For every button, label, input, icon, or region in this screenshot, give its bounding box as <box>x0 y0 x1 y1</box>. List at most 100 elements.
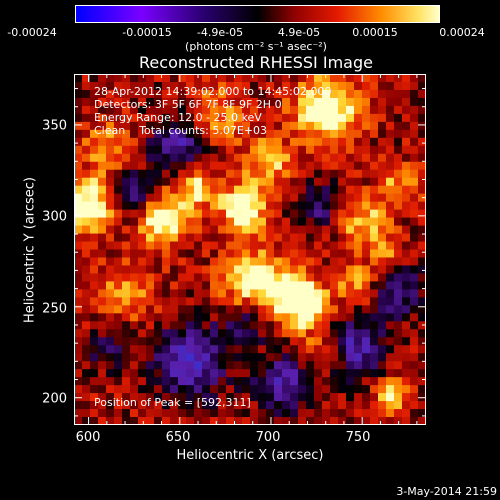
heatmap-cell <box>130 105 139 115</box>
heatmap-cell <box>170 185 179 195</box>
heatmap-cell <box>378 81 387 91</box>
heatmap-cell <box>418 313 426 322</box>
heatmap-cell <box>130 313 139 322</box>
heatmap-cell <box>194 257 203 267</box>
heatmap-cell <box>106 377 115 386</box>
heatmap-cell <box>122 313 131 322</box>
heatmap-cell <box>402 321 411 330</box>
heatmap-cell <box>226 417 235 425</box>
heatmap-cell <box>346 97 355 107</box>
heatmap-cell <box>210 257 219 267</box>
heatmap-cell <box>218 153 227 163</box>
heatmap-cell <box>258 145 267 155</box>
heatmap-cell <box>138 193 147 203</box>
heatmap-cell <box>386 265 395 275</box>
heatmap-cell <box>146 337 155 346</box>
heatmap-cell <box>82 281 91 290</box>
heatmap-cell <box>338 153 347 163</box>
heatmap-cell <box>378 97 387 107</box>
heatmap-cell <box>362 225 371 235</box>
heatmap-cell <box>98 281 107 290</box>
heatmap-cell <box>82 193 91 203</box>
heatmap-cell <box>258 273 267 283</box>
heatmap-cell <box>274 289 283 298</box>
heatmap-cell <box>146 89 155 99</box>
heatmap-cell <box>98 81 107 91</box>
heatmap-cell <box>346 353 355 362</box>
heatmap-cell <box>146 345 155 354</box>
heatmap-cell <box>362 185 371 195</box>
heatmap-cell <box>194 177 203 187</box>
heatmap-cell <box>386 185 395 195</box>
heatmap-cell <box>226 401 235 410</box>
heatmap-cell <box>298 169 307 179</box>
heatmap-cell <box>90 145 99 155</box>
heatmap-cell <box>114 401 123 410</box>
heatmap-cell <box>186 153 195 163</box>
heatmap-cell <box>306 113 315 123</box>
heatmap-cell <box>82 337 91 346</box>
heatmap-cell <box>346 209 355 219</box>
heatmap-cell <box>314 185 323 195</box>
heatmap-cell <box>122 217 131 227</box>
heatmap-cell <box>234 129 243 139</box>
heatmap-cell <box>98 409 107 418</box>
heatmap-cell <box>154 385 163 394</box>
heatmap-cell <box>402 89 411 99</box>
heatmap-cell <box>338 105 347 115</box>
heatmap-cell <box>106 337 115 346</box>
heatmap-cell <box>90 185 99 195</box>
heatmap-cell <box>226 233 235 243</box>
heatmap-cell <box>242 361 251 370</box>
heatmap-cell <box>154 169 163 179</box>
heatmap-cell <box>178 185 187 195</box>
heatmap-cell <box>178 345 187 354</box>
heatmap-cell <box>130 281 139 290</box>
heatmap-cell <box>290 129 299 139</box>
heatmap-cell <box>202 297 211 306</box>
heatmap-cell <box>378 401 387 410</box>
heatmap-cell <box>258 121 267 131</box>
heatmap-cell <box>274 169 283 179</box>
heatmap-cell <box>234 329 243 338</box>
heatmap-cell <box>378 361 387 370</box>
heatmap-cell <box>186 145 195 155</box>
heatmap-cell <box>98 369 107 378</box>
heatmap-cell <box>370 81 379 91</box>
heatmap-cell <box>202 401 211 410</box>
heatmap-cell <box>242 353 251 362</box>
heatmap-cell <box>154 249 163 259</box>
heatmap-cell <box>274 161 283 171</box>
heatmap-cell <box>394 385 403 394</box>
heatmap-cell <box>386 345 395 354</box>
heatmap-cell <box>226 81 235 91</box>
heatmap-cell <box>194 361 203 370</box>
heatmap-cell <box>362 129 371 139</box>
heatmap-cell <box>194 185 203 195</box>
heatmap-cell <box>354 329 363 338</box>
heatmap-cell <box>170 209 179 219</box>
heatmap-cell <box>202 281 211 290</box>
heatmap-cell <box>266 273 275 283</box>
heatmap-cell <box>242 393 251 402</box>
heatmap-cell <box>322 217 331 227</box>
colorbar-tick: -0.00015 <box>122 26 172 39</box>
heatmap-cell <box>322 361 331 370</box>
heatmap-cell <box>90 97 99 107</box>
heatmap-cell <box>186 273 195 283</box>
heatmap-cell <box>282 337 291 346</box>
heatmap-cell <box>298 161 307 171</box>
heatmap-cell <box>226 161 235 171</box>
heatmap-cell <box>378 289 387 298</box>
heatmap-cell <box>98 233 107 243</box>
heatmap-cell <box>298 393 307 402</box>
heatmap-cell <box>242 265 251 275</box>
heatmap-cell <box>162 393 171 402</box>
heatmap-cell <box>210 97 219 107</box>
heatmap-cell <box>210 377 219 386</box>
heatmap-cell <box>202 409 211 418</box>
heatmap-cell <box>218 329 227 338</box>
heatmap-cell <box>394 193 403 203</box>
heatmap-cell <box>418 345 426 354</box>
heatmap-cell <box>394 265 403 275</box>
